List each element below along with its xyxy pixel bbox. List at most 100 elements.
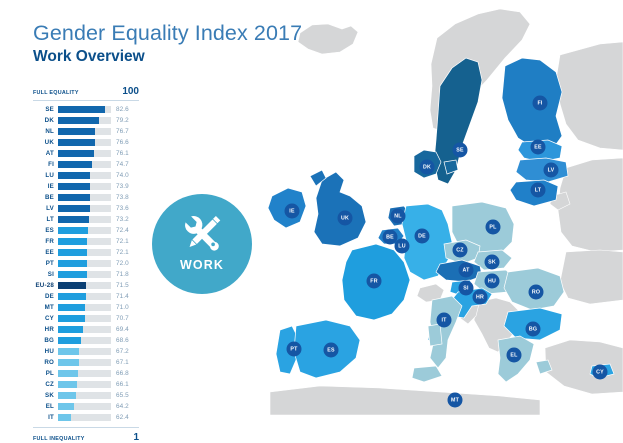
bar-fill — [58, 359, 79, 366]
bar-country-code: BE — [45, 194, 54, 201]
bar-row: PL 66.8 — [33, 368, 139, 379]
bar-country-code: IT — [48, 414, 54, 421]
bar-country-code: PT — [45, 260, 54, 267]
bar-fill — [58, 414, 71, 421]
bar-track — [58, 183, 111, 190]
bar-country-code: SK — [45, 392, 54, 399]
bar-row: EE 72.1 — [33, 247, 139, 258]
bar-value: 72.0 — [116, 260, 129, 267]
bar-value: 64.2 — [116, 403, 129, 410]
bar-value: 74.0 — [116, 172, 129, 179]
bar-fill — [58, 128, 96, 135]
bar-value: 72.1 — [116, 249, 129, 256]
infographic-root: SE FI EE LV LT DK IE UK NL BE LU DE FR PT ES PL CZ SK AT HU… — [33, 9, 623, 443]
full-inequality-label: FULL INEQUALITY — [33, 436, 85, 442]
bar-value: 76.6 — [116, 139, 129, 146]
bar-fill — [58, 150, 95, 157]
map-label-FI: FI — [532, 95, 548, 111]
country-EL-crete — [535, 359, 553, 375]
map-label-IE: IE — [284, 203, 300, 219]
map-label-SI: SI — [458, 280, 474, 296]
map-label-EL: EL — [506, 347, 522, 363]
bar-value: 73.9 — [116, 183, 129, 190]
map-label-HU: HU — [484, 273, 500, 289]
bar-track — [58, 172, 111, 179]
bar-fill — [58, 348, 79, 355]
country-bar-list: SE 82.6 DK 79.2 NL 76.7 UK 76.6 AT 76.1 FI 74.7 LU 74… — [33, 104, 139, 423]
country-IT-sicily — [411, 365, 443, 383]
bar-country-code: FR — [45, 238, 54, 245]
bar-value: 66.1 — [116, 381, 129, 388]
bar-value: 73.2 — [116, 216, 129, 223]
bar-row: IT 62.4 — [33, 412, 139, 423]
bar-country-code: DK — [44, 117, 54, 124]
bar-track — [58, 304, 111, 311]
bar-value: 73.8 — [116, 194, 129, 201]
bar-fill — [58, 194, 91, 201]
bar-country-code: CY — [45, 315, 54, 322]
bar-row: BG 68.6 — [33, 335, 139, 346]
map-label-DK: DK — [419, 159, 435, 175]
bar-value: 72.1 — [116, 238, 129, 245]
bar-track — [58, 249, 111, 256]
full-equality-label: FULL EQUALITY — [33, 90, 79, 96]
bar-row: EU-28 71.5 — [33, 280, 139, 291]
map-label-PT: PT — [286, 341, 302, 357]
bar-row: LV 73.6 — [33, 203, 139, 214]
map-label-PL: PL — [485, 219, 501, 235]
bar-track — [58, 293, 111, 300]
bar-value: 68.6 — [116, 337, 129, 344]
bar-track — [58, 227, 111, 234]
map-label-SE: SE — [452, 142, 468, 158]
bar-track — [58, 194, 111, 201]
country-UK — [313, 171, 367, 247]
bar-value: 76.1 — [116, 150, 129, 157]
bar-fill — [58, 326, 83, 333]
work-badge-label: WORK — [180, 258, 224, 272]
bar-fill — [58, 282, 87, 289]
bar-track — [58, 260, 111, 267]
bar-country-code: HU — [44, 348, 54, 355]
bar-fill — [58, 227, 88, 234]
bar-fill — [58, 293, 87, 300]
bar-fill — [58, 337, 82, 344]
country-DK-islands — [443, 159, 459, 175]
bar-value: 76.7 — [116, 128, 129, 135]
bar-row: CZ 66.1 — [33, 379, 139, 390]
scale-top: FULL EQUALITY 100 — [33, 86, 139, 101]
bar-country-code: UK — [44, 139, 54, 146]
bar-row: MT 71.0 — [33, 302, 139, 313]
bar-track — [58, 128, 111, 135]
title-block: Gender Equality Index 2017 Work Overview — [33, 20, 302, 67]
map-label-HR: HR — [472, 289, 488, 305]
bar-row: HU 67.2 — [33, 346, 139, 357]
bar-row: LU 74.0 — [33, 170, 139, 181]
bar-track — [58, 161, 111, 168]
bar-country-code: LV — [46, 205, 54, 212]
bar-fill — [58, 249, 88, 256]
page-title: Gender Equality Index 2017 — [33, 21, 303, 45]
bar-value: 73.6 — [116, 205, 129, 212]
bar-track — [58, 117, 111, 124]
bar-value: 69.4 — [116, 326, 129, 333]
map-label-AT: AT — [458, 262, 474, 278]
bar-track — [58, 414, 111, 421]
bar-country-code: CZ — [45, 381, 54, 388]
bar-row: CY 70.7 — [33, 313, 139, 324]
map-label-LU: LU — [394, 238, 410, 254]
map-label-UK: UK — [337, 210, 353, 226]
map-label-FR: FR — [366, 273, 382, 289]
map-label-MT: MT — [447, 392, 463, 408]
bar-row: IE 73.9 — [33, 181, 139, 192]
bar-fill — [58, 161, 92, 168]
bar-track — [58, 282, 111, 289]
bar-country-code: IE — [47, 183, 54, 190]
ranking-panel: FULL EQUALITY 100 SE 82.6 DK 79.2 NL 76.7 UK 76… — [33, 86, 139, 443]
bar-country-code: RO — [44, 359, 54, 366]
bar-country-code: FI — [48, 161, 54, 168]
map-label-EE: EE — [530, 139, 546, 155]
bar-value: 67.2 — [116, 348, 129, 355]
bar-country-code: EE — [45, 249, 54, 256]
bar-track — [58, 315, 111, 322]
bar-country-code: DE — [45, 293, 54, 300]
